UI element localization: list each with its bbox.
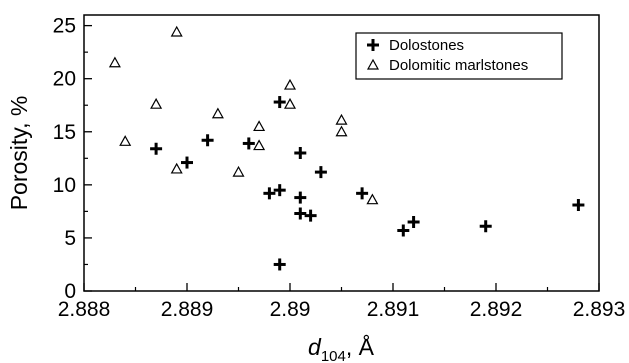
dolostone-point [572,199,585,212]
legend-label-dolostones: Dolostones [389,37,464,54]
dolostone-point [314,166,327,179]
dolomitic-marlstone-point [232,165,245,177]
x-tick-label: 2.89 [270,298,311,321]
dolostone-point [201,134,214,147]
dolomitic-marlstone-point [283,78,297,90]
x-axis-label-subscript: 104 [321,348,346,363]
y-tick-label: 0 [64,280,76,303]
x-tick-label: 2.889 [161,298,214,321]
legend-items [366,39,380,70]
dolostone-point [294,147,307,159]
x-tick-label: 2.891 [367,298,420,321]
x-tick-label: 2.892 [470,298,523,321]
dolomitic-marlstone-point [108,56,121,68]
data-points [108,25,585,271]
dolostone-point [397,224,410,237]
dolostone-point [304,209,317,222]
dolomitic-marlstone-point [150,97,163,109]
dolomitic-marlstone-point [335,113,348,125]
x-axis-label: d104, Å [308,333,375,363]
x-axis-label-symbol: d [308,334,322,360]
dolomitic-marlstone-point [253,139,266,151]
dolostone-point [294,191,307,204]
dolostone-point [479,220,492,233]
dolostone-point [356,187,369,200]
y-axis-ticks: 0 5 10 15 20 25 [53,15,92,303]
y-tick-label: 15 [53,121,76,144]
dolomitic-marlstone-point [211,107,224,119]
x-axis-label-unit: , Å [346,333,375,360]
legend-marker-dolostones [367,39,379,51]
dolostone-point [273,96,286,109]
dolomitic-marlstone-point [119,135,132,146]
dolomitic-marlstone-point [366,193,379,205]
y-tick-label: 5 [64,227,76,250]
dolomitic-marlstone-point [283,97,297,109]
y-axis-label: Porosity, % [6,96,32,211]
x-tick-label: 2.888 [58,298,111,321]
dolomitic-marlstone-point [253,120,266,132]
dolostone-point [242,137,255,150]
dolostone-point [150,142,163,155]
dolostone-point [263,187,276,200]
y-tick-label: 25 [53,15,76,38]
dolostone-point [181,156,193,169]
dolostone-point [407,216,420,228]
x-tick-label: 2.893 [573,298,626,321]
dolomitic-marlstone-point [170,162,183,174]
legend-box [355,32,563,80]
legend-label-dolomitic-marlstones: Dolomitic marlstones [389,57,528,74]
legend-marker-dolomitic-marlstones [366,58,380,70]
dolostone-point [273,258,286,271]
y-tick-label: 20 [53,68,76,91]
dolomitic-marlstone-point [170,25,183,37]
dolostone-point [273,184,286,197]
dolomitic-marlstone-point [335,125,348,137]
dolostone-point [294,207,307,220]
x-axis-ticks: 2.888 2.889 2.89 2.891 2.892 2.893 [58,283,626,321]
y-tick-label: 10 [53,174,76,197]
legend: Dolostones Dolomitic marlstones [355,32,563,80]
